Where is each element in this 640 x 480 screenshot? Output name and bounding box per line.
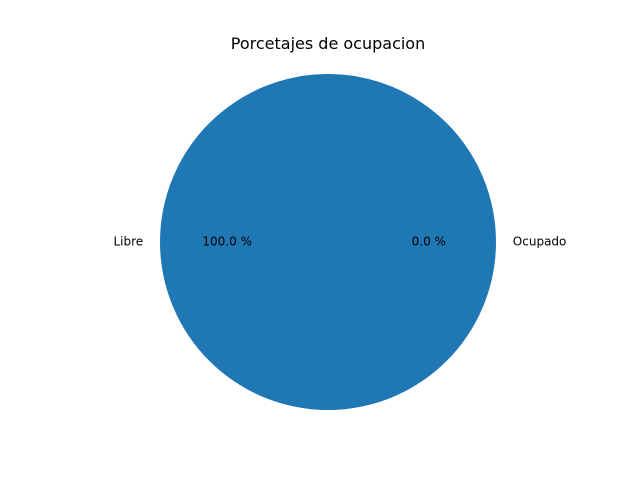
slice-label-ocupado: Ocupado	[513, 235, 567, 249]
pie-slice-libre	[160, 74, 496, 410]
chart-title: Porcetajes de ocupacion	[231, 34, 425, 53]
pie-slices	[160, 74, 496, 410]
slice-pct-libre: 100.0 %	[202, 235, 252, 249]
slice-pct-ocupado: 0.0 %	[412, 235, 446, 249]
slice-label-libre: Libre	[113, 235, 143, 249]
pie-labels: Ocupado 0.0 % Libre 100.0 %	[113, 235, 566, 249]
